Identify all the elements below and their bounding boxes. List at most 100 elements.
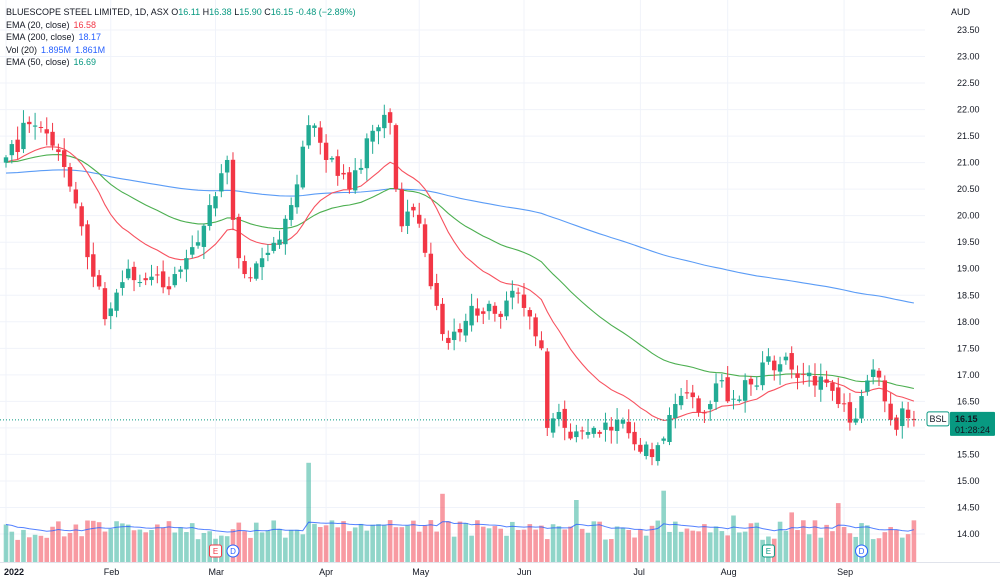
candle: [230, 152, 236, 231]
candle: [277, 230, 282, 249]
ohlc-close: C16.15: [264, 7, 294, 17]
volume-bar: [26, 537, 32, 562]
candle-body: [486, 303, 492, 312]
volume-bar: [352, 527, 358, 562]
earnings-marker[interactable]: E: [761, 544, 775, 558]
candle-body: [609, 426, 614, 431]
candle-body: [585, 432, 591, 435]
candle-body: [731, 398, 736, 400]
volume-bar: [591, 521, 597, 562]
volume-bar: [329, 520, 335, 562]
candle-body: [719, 380, 725, 382]
volume-bar: [108, 528, 114, 562]
volume-bar: [323, 525, 329, 562]
candle-body: [446, 337, 451, 344]
candle: [32, 112, 38, 140]
candle-body: [236, 216, 241, 259]
earnings-marker[interactable]: E: [209, 544, 223, 558]
candle: [632, 422, 637, 451]
symbol-title[interactable]: BLUESCOPE STEEL LIMITED, 1D, ASX: [6, 7, 169, 17]
volume-bar: [510, 521, 515, 562]
candle-body: [492, 305, 498, 314]
candle: [795, 365, 800, 390]
candle: [614, 408, 620, 444]
candle-body: [830, 382, 835, 391]
candle-body: [67, 167, 73, 187]
volume-bar: [446, 521, 451, 562]
candle-body: [911, 418, 917, 420]
candle: [131, 261, 137, 292]
indicator-ema50[interactable]: EMA (50, close) 16.69: [6, 57, 97, 68]
indicator-volume[interactable]: Vol (20) 1.895M 1.861M: [6, 44, 106, 55]
dividend-marker[interactable]: D: [226, 544, 240, 558]
ohlc-high: H16.38: [202, 7, 232, 17]
candle: [44, 117, 49, 146]
volume-bar: [696, 531, 701, 562]
candle: [579, 426, 585, 440]
candle: [876, 368, 882, 387]
candle: [108, 302, 113, 330]
candle: [440, 297, 445, 341]
candle: [510, 280, 515, 310]
x-axis-tick-label: Aug: [721, 567, 737, 577]
candle-body: [85, 224, 90, 258]
volume-bar: [283, 537, 288, 562]
candle: [673, 393, 678, 429]
volume-bar: [160, 527, 166, 562]
earnings-icon: [209, 544, 223, 558]
volume-bar: [632, 537, 637, 562]
candle-body: [329, 157, 335, 160]
candle: [806, 365, 812, 387]
volume-bar: [96, 522, 102, 562]
candle: [370, 124, 375, 154]
candle: [533, 313, 538, 347]
indicator-ema200[interactable]: EMA (200, close) 18.17: [6, 32, 102, 43]
candle-body: [865, 380, 870, 392]
candle-body: [737, 399, 742, 401]
y-axis-tick-label: 22.50: [957, 78, 980, 88]
candle-body: [626, 421, 631, 434]
candle: [236, 213, 241, 269]
candle: [353, 158, 358, 194]
candle: [678, 387, 684, 410]
candle-body: [783, 356, 789, 361]
candle-body: [562, 408, 567, 428]
candle: [15, 126, 20, 160]
dividend-marker[interactable]: D: [855, 544, 869, 558]
candle-body: [760, 362, 765, 386]
volume-bar: [131, 530, 137, 562]
volume-bar: [731, 515, 736, 562]
candle: [201, 223, 207, 260]
y-axis-tick-label: 22.00: [957, 105, 980, 115]
candle: [550, 412, 556, 438]
candle-body: [905, 409, 911, 419]
ohlc-low: L15.90: [234, 7, 262, 17]
candle-body: [259, 258, 265, 268]
candle-body: [73, 189, 79, 204]
candle: [789, 346, 794, 379]
candle-body: [539, 340, 544, 349]
volume-bar: [725, 535, 730, 562]
x-axis-tick-label: May: [412, 567, 430, 577]
volume-bar: [143, 532, 148, 562]
candle-body: [789, 353, 794, 370]
candle: [644, 441, 649, 460]
volume-bar: [533, 529, 538, 562]
candle: [422, 218, 428, 258]
indicator-ema20[interactable]: EMA (20, close) 16.58: [6, 19, 97, 30]
candle: [783, 352, 789, 365]
candle-body: [143, 278, 148, 281]
candle: [900, 401, 905, 439]
volume-bar: [3, 524, 9, 562]
volume-bar: [451, 536, 457, 562]
candle-body: [254, 263, 259, 279]
y-axis-tick-label: 20.50: [957, 184, 980, 194]
grid-lines: [0, 0, 925, 562]
volume-bar: [102, 531, 108, 562]
volume-bar: [114, 521, 119, 562]
candle-body: [172, 274, 177, 286]
candle: [254, 261, 259, 281]
candle: [160, 260, 166, 294]
